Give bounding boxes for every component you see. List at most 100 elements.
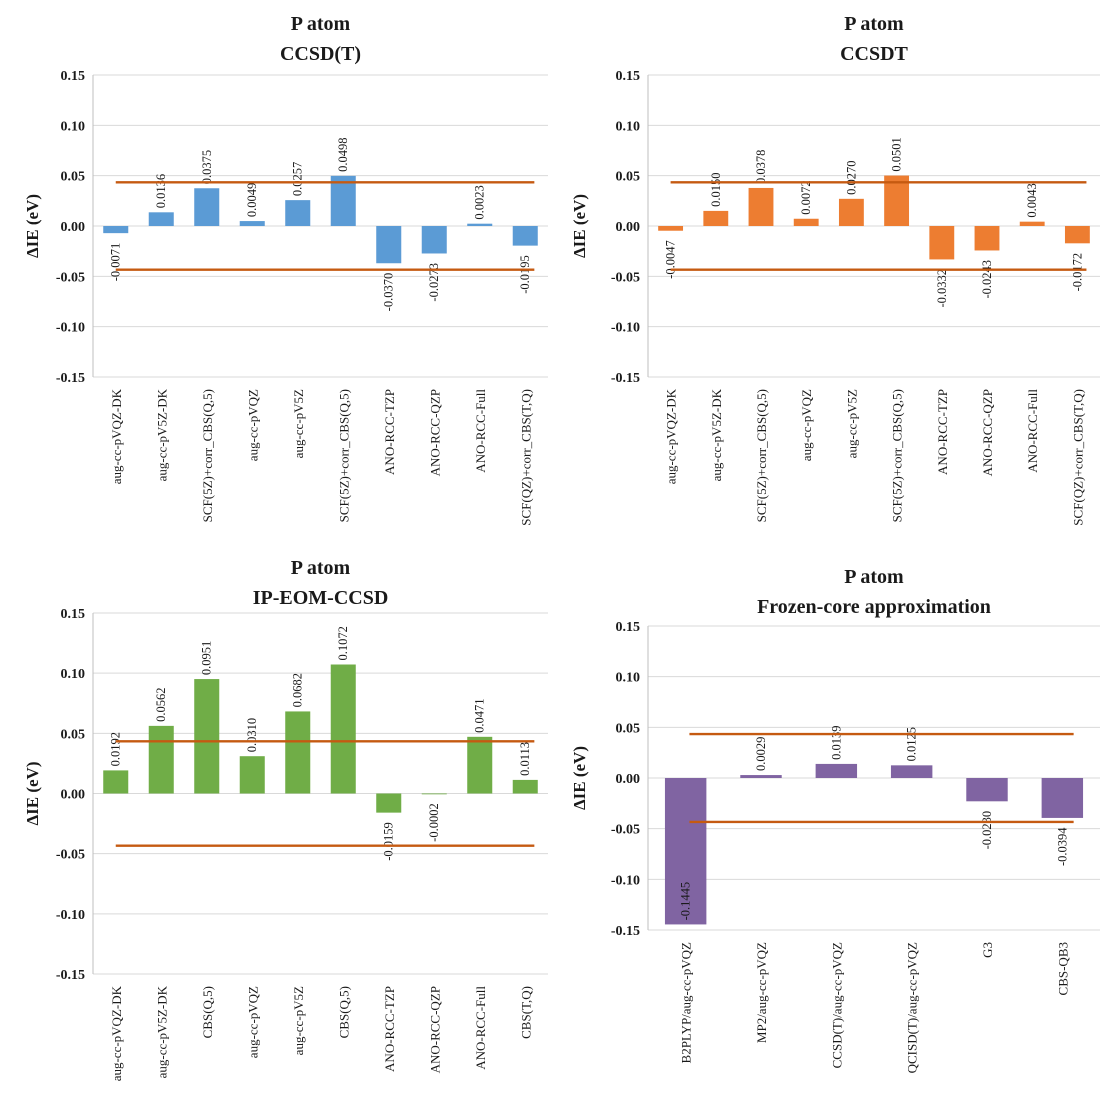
bar — [929, 226, 955, 260]
y-tick-label: -0.05 — [611, 270, 640, 285]
x-tick-label: ANO-RCC-TZP — [382, 986, 397, 1072]
data-label: -0.0394 — [1055, 827, 1069, 866]
bar — [285, 200, 311, 226]
x-tick-label: MP2/aug-cc-pVQZ — [754, 942, 769, 1043]
data-label: -0.1445 — [679, 882, 693, 921]
y-tick-label: -0.15 — [611, 924, 640, 939]
y-tick-label: 0.05 — [616, 721, 641, 736]
x-tick-label: CBS(Q,5) — [336, 986, 351, 1038]
data-label: 0.0192 — [109, 732, 123, 766]
bar — [838, 198, 864, 226]
x-tick-label: aug-cc-pV5Z — [291, 986, 306, 1055]
x-tick-label: ANO-RCC-QZP — [980, 389, 995, 476]
chart-4: P atom Frozen-core approximation -0.15 -0.1… — [570, 566, 1100, 1073]
x-tick-label: CCSD(T)/aug-cc-pVQZ — [829, 942, 844, 1068]
chart-title: P atom — [291, 13, 351, 35]
data-label: 0.0951 — [200, 641, 214, 675]
y-axis-label: ΔIE (eV) — [23, 194, 42, 258]
data-label: -0.0172 — [1070, 253, 1084, 292]
bar — [966, 778, 1008, 802]
data-label: 0.1072 — [336, 626, 350, 660]
y-tick-label: 0.15 — [61, 607, 86, 622]
data-label: 0.0378 — [754, 150, 768, 184]
bar — [376, 793, 402, 813]
y-tick-label: 0.00 — [616, 772, 641, 787]
x-tick-label: SCF(QZ)+corr_CBS(T,Q) — [518, 389, 533, 526]
bar — [740, 775, 782, 778]
chart-title: P atom — [844, 566, 904, 588]
y-tick-label: -0.15 — [611, 371, 640, 386]
data-label: 0.0562 — [154, 687, 168, 721]
y-tick-label: 0.05 — [616, 170, 641, 185]
data-label: 0.0375 — [200, 150, 214, 184]
data-label: 0.0029 — [754, 737, 768, 771]
bar — [239, 221, 265, 226]
bar — [664, 778, 707, 925]
y-tick-label: 0.00 — [616, 220, 641, 235]
chart-title: P atom — [291, 557, 351, 579]
y-tick-label: 0.05 — [61, 727, 86, 742]
bar — [330, 175, 356, 226]
chart-1: P atom CCSD(T) -0.15 -0.10 -0.05 0.00 0.05 0.10… — [23, 13, 548, 526]
data-label: -0.0071 — [109, 243, 123, 282]
bar — [815, 763, 858, 778]
y-tick-label: 0.00 — [61, 788, 86, 803]
y-tick-label: 0.00 — [61, 220, 86, 235]
chart-subtitle: CCSD(T) — [280, 43, 361, 65]
x-tick-label: ANO-RCC-TZP — [382, 389, 397, 475]
x-tick-label: ANO-RCC-QZP — [427, 986, 442, 1073]
x-tick-label: aug-cc-pVQZ-DK — [109, 985, 124, 1081]
x-tick-label: aug-cc-pV5Z-DK — [154, 985, 169, 1078]
x-tick-label: aug-cc-pVQZ — [245, 986, 260, 1058]
x-tick-label: G3 — [980, 942, 995, 958]
x-tick-label: ANO-RCC-QZP — [427, 389, 442, 476]
bar — [467, 223, 493, 226]
y-tick-label: 0.15 — [616, 620, 641, 635]
data-label: 0.0501 — [890, 137, 904, 171]
bar — [703, 210, 729, 226]
y-tick-label: -0.05 — [56, 270, 85, 285]
y-axis-label: ΔIE (eV) — [570, 194, 589, 258]
data-label: 0.0682 — [291, 673, 305, 707]
bar — [748, 187, 774, 226]
y-tick-label: -0.15 — [56, 968, 85, 983]
chart-subtitle: Frozen-core approximation — [757, 596, 991, 618]
bar — [1064, 226, 1090, 244]
chart-2: P atom CCSDT -0.15 -0.10 -0.05 0.00 0.05 0.10 0.… — [570, 13, 1100, 526]
x-tick-label: aug-cc-pV5Z-DK — [709, 388, 724, 481]
y-tick-label: -0.15 — [56, 371, 85, 386]
data-label: -0.0370 — [382, 273, 396, 312]
chart-title: P atom — [844, 13, 904, 35]
y-tick-label: 0.15 — [616, 69, 641, 84]
data-label: 0.0139 — [829, 726, 843, 760]
x-tick-label: aug-cc-pVQZ — [799, 389, 814, 461]
y-tick-label: -0.10 — [56, 908, 85, 923]
bar — [421, 226, 447, 254]
chart-subtitle: CCSDT — [840, 43, 908, 65]
x-tick-label: SCF(5Z)+corr_CBS(Q,5) — [336, 389, 351, 522]
x-tick-label: CBS(T,Q) — [518, 986, 533, 1039]
x-tick-label: ANO-RCC-Full — [473, 986, 488, 1070]
bar — [1041, 778, 1084, 818]
bar — [421, 793, 447, 795]
x-tick-label: ANO-RCC-TZP — [935, 389, 950, 475]
bar — [512, 226, 538, 246]
bar — [285, 711, 311, 794]
data-label: 0.0498 — [336, 137, 350, 171]
y-tick-label: -0.05 — [56, 848, 85, 863]
data-label: -0.0230 — [980, 811, 994, 850]
y-tick-label: 0.15 — [61, 69, 86, 84]
x-tick-label: B2PLYP/aug-cc-pVQZ — [679, 942, 694, 1064]
x-tick-label: QCISD(T)/aug-cc-pVQZ — [905, 942, 920, 1073]
x-tick-label: aug-cc-pVQZ-DK — [664, 388, 679, 484]
y-axis-label: ΔIE (eV) — [23, 761, 42, 825]
x-tick-label: aug-cc-pV5Z — [844, 389, 859, 458]
x-tick-label: ANO-RCC-Full — [473, 389, 488, 473]
bar — [974, 226, 1000, 251]
y-tick-label: -0.05 — [611, 823, 640, 838]
bar — [330, 664, 356, 794]
x-tick-label: aug-cc-pVQZ — [245, 389, 260, 461]
data-label: -0.0332 — [935, 269, 949, 308]
bar — [148, 725, 174, 794]
